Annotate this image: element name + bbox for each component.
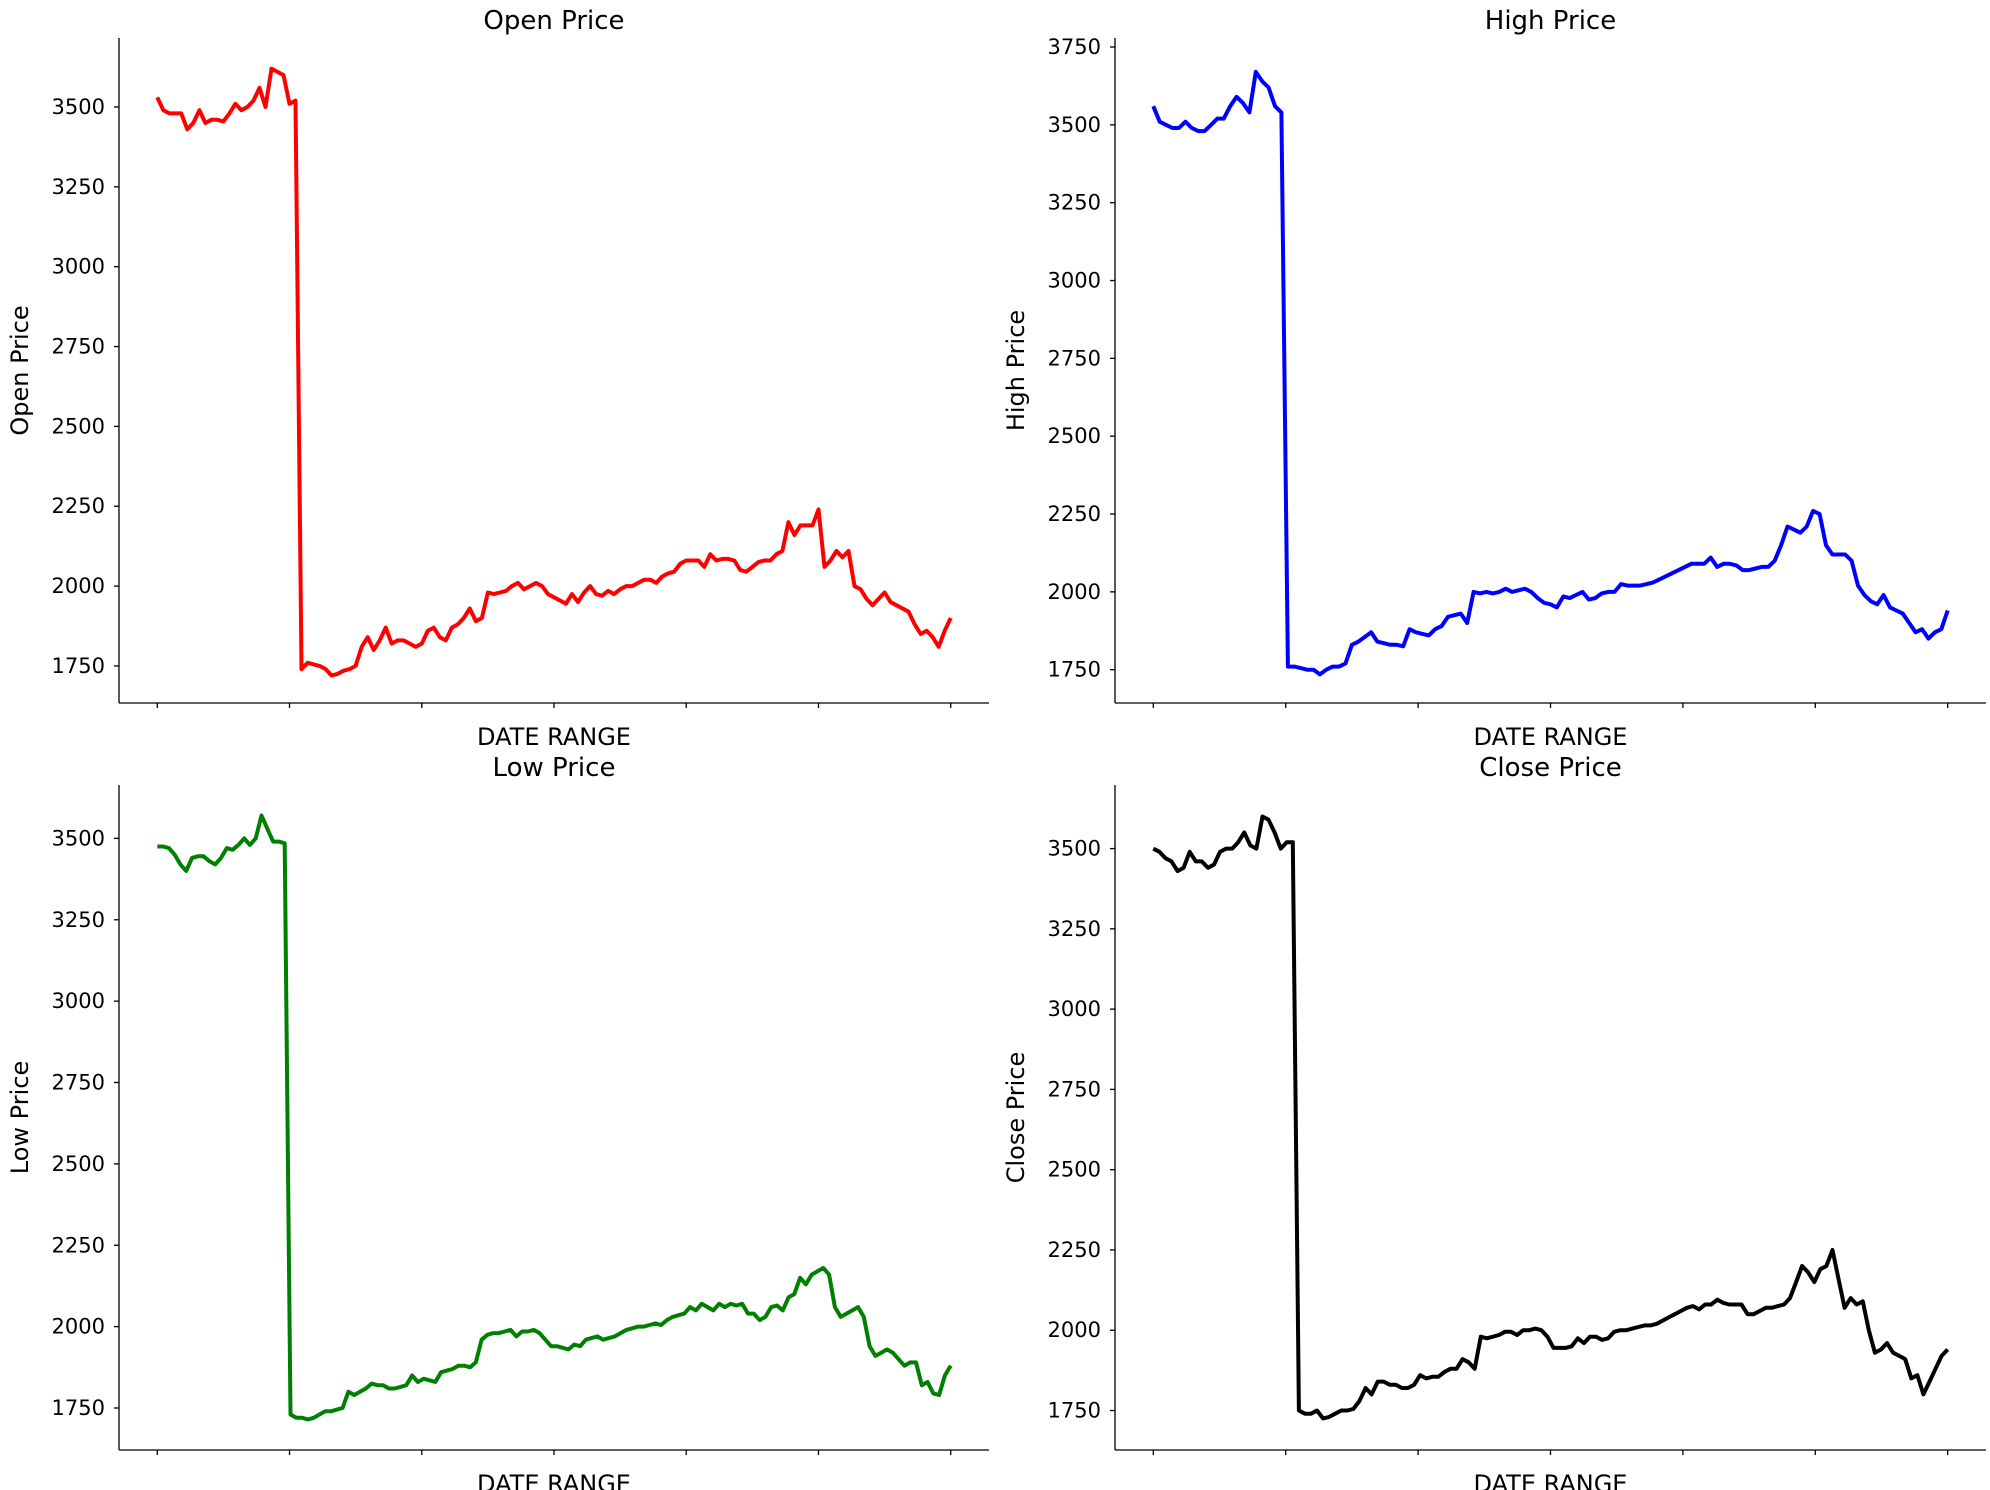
chart-panel-1: 1750 2000 2250 2500 2750 3000 3250 3500 Open Pri… — [6, 6, 989, 751]
series-line — [157, 813, 953, 1422]
chart-title: Open Price — [483, 6, 624, 36]
y-tick-label: 3500 — [52, 826, 105, 850]
y-tick-label: 2750 — [1048, 346, 1101, 370]
y-tick-label: 3000 — [1048, 269, 1101, 293]
y-tick-label: 2000 — [1048, 1318, 1101, 1342]
y-tick-label: 2500 — [1048, 424, 1101, 448]
x-axis-label: DATE RANGE — [477, 723, 631, 751]
y-tick-label: 3250 — [1048, 917, 1101, 941]
y-tick-label: 1750 — [52, 654, 105, 678]
y-tick-label: 3000 — [52, 989, 105, 1013]
y-axis-label: Low Price — [6, 1061, 34, 1174]
y-tick-label: 2250 — [1048, 1238, 1101, 1262]
x-axis-label: DATE RANGE — [477, 1470, 631, 1490]
y-axis-label: Close Price — [1002, 1052, 1030, 1184]
y-tick-label: 1750 — [1048, 1399, 1101, 1423]
y-tick-label: 2000 — [1048, 580, 1101, 604]
series-line — [155, 66, 953, 678]
y-tick-label: 1750 — [52, 1396, 105, 1420]
y-tick-label: 2750 — [52, 1071, 105, 1095]
y-tick-label: 2250 — [52, 1233, 105, 1257]
y-tick-label: 3250 — [52, 908, 105, 932]
y-tick-label: 3750 — [1048, 35, 1101, 59]
y-tick-label: 3250 — [52, 175, 105, 199]
chart-panel-4: 1750 2000 2250 2500 2750 3000 3250 3500 Close Pr… — [1002, 753, 1986, 1490]
y-tick-label: 1750 — [1048, 658, 1101, 682]
y-tick-label: 3500 — [52, 95, 105, 119]
y-tick-label: 2250 — [52, 494, 105, 518]
chart-panel-2: 1750 2000 2250 2500 2750 3000 3250 3500 3750 High… — [1002, 6, 1986, 751]
y-tick-label: 2500 — [52, 1152, 105, 1176]
y-tick-label: 2750 — [52, 335, 105, 359]
x-axis-label: DATE RANGE — [1474, 1470, 1628, 1490]
chart-title: High Price — [1485, 6, 1616, 36]
x-axis-label: DATE RANGE — [1474, 723, 1628, 751]
y-tick-label: 3500 — [1048, 113, 1101, 137]
y-tick-label: 3000 — [52, 255, 105, 279]
y-tick-label: 3250 — [1048, 191, 1101, 215]
series-line — [1151, 69, 1950, 677]
chart-title: Close Price — [1479, 753, 1622, 783]
y-tick-label: 2000 — [52, 1315, 105, 1339]
chart-title: Low Price — [493, 753, 616, 783]
series-line — [1152, 814, 1950, 1421]
y-tick-label: 2000 — [52, 574, 105, 598]
y-axis-label: High Price — [1002, 310, 1030, 431]
y-tick-label: 3500 — [1048, 837, 1101, 861]
chart-panel-3: 1750 2000 2250 2500 2750 3000 3250 3500 Low Pric… — [6, 753, 989, 1490]
y-tick-label: 2500 — [1048, 1158, 1101, 1182]
y-axis-label: Open Price — [6, 305, 34, 435]
y-tick-label: 2250 — [1048, 502, 1101, 526]
y-tick-label: 2500 — [52, 414, 105, 438]
y-tick-label: 2750 — [1048, 1077, 1101, 1101]
y-tick-label: 3000 — [1048, 997, 1101, 1021]
